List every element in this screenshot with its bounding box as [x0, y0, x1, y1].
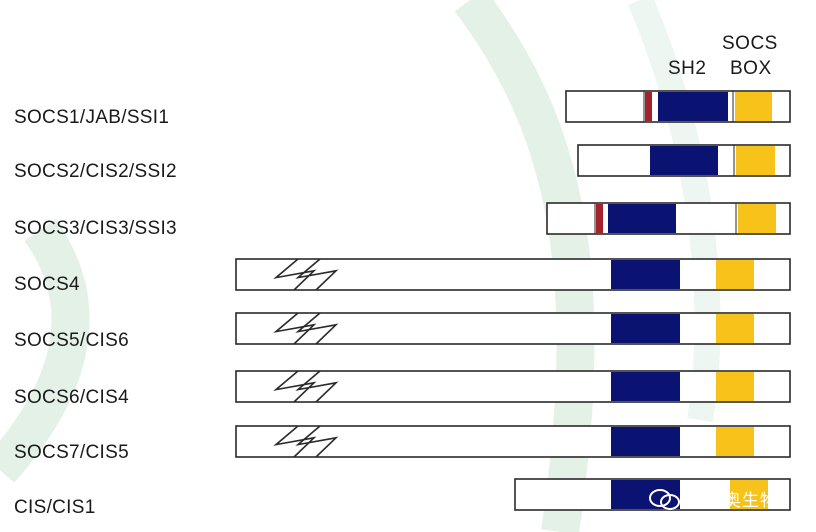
row-7-break-line-right: [295, 425, 339, 458]
row-3-sh2-domain: [608, 204, 676, 233]
row-4-socs-box-domain: [716, 260, 754, 289]
row-7-sh2-domain: [611, 427, 680, 456]
row-6-socs-box-domain: [716, 372, 754, 401]
row-3-socs-box-domain: [738, 204, 776, 233]
row-8-socs-box-domain: [730, 480, 768, 509]
row-5-socs-box-domain: [716, 314, 754, 343]
row-6-break-line-right: [295, 370, 339, 403]
row-2-socs-box-domain: [736, 146, 775, 175]
sh2-header: SH2: [668, 58, 707, 79]
row-5-break-line-left: [273, 312, 317, 345]
protein-label-socs7: SOCS7/CIS5: [14, 442, 129, 463]
protein-label-socs3: SOCS3/CIS3/SSI3: [14, 218, 177, 239]
row-4-break-line-right: [295, 258, 339, 291]
row-7-socs-box-domain: [716, 427, 754, 456]
row-6-sh2-domain: [611, 372, 680, 401]
row-5-sh2-domain: [611, 314, 680, 343]
row-1-socs-box-domain: [735, 92, 772, 121]
row-5-break-line-right: [295, 312, 339, 345]
row-4-sh2-domain: [611, 260, 680, 289]
row-1-sh2-domain: [658, 92, 728, 121]
socs-box-header-line1: SOCS: [722, 33, 778, 54]
socs-box-header-line2: BOX: [730, 58, 772, 79]
row-7-break-line-left: [273, 425, 317, 458]
protein-label-socs5: SOCS5/CIS6: [14, 330, 129, 351]
row-2-sh2-domain: [650, 146, 718, 175]
row-4-break-line-left: [273, 258, 317, 291]
watermark-credit: 基迪奥生物: [688, 491, 778, 511]
wechat-icon: [649, 489, 680, 510]
row-3-kir-domain: [596, 204, 603, 233]
row-6-break-line-left: [273, 370, 317, 403]
protein-label-socs4: SOCS4: [14, 274, 80, 295]
protein-label-cis: CIS/CIS1: [14, 497, 96, 518]
row-1-kir-domain: [645, 92, 652, 121]
protein-label-socs6: SOCS6/CIS4: [14, 387, 129, 408]
protein-label-socs2: SOCS2/CIS2/SSI2: [14, 161, 177, 182]
protein-label-socs1: SOCS1/JAB/SSI1: [14, 107, 170, 128]
